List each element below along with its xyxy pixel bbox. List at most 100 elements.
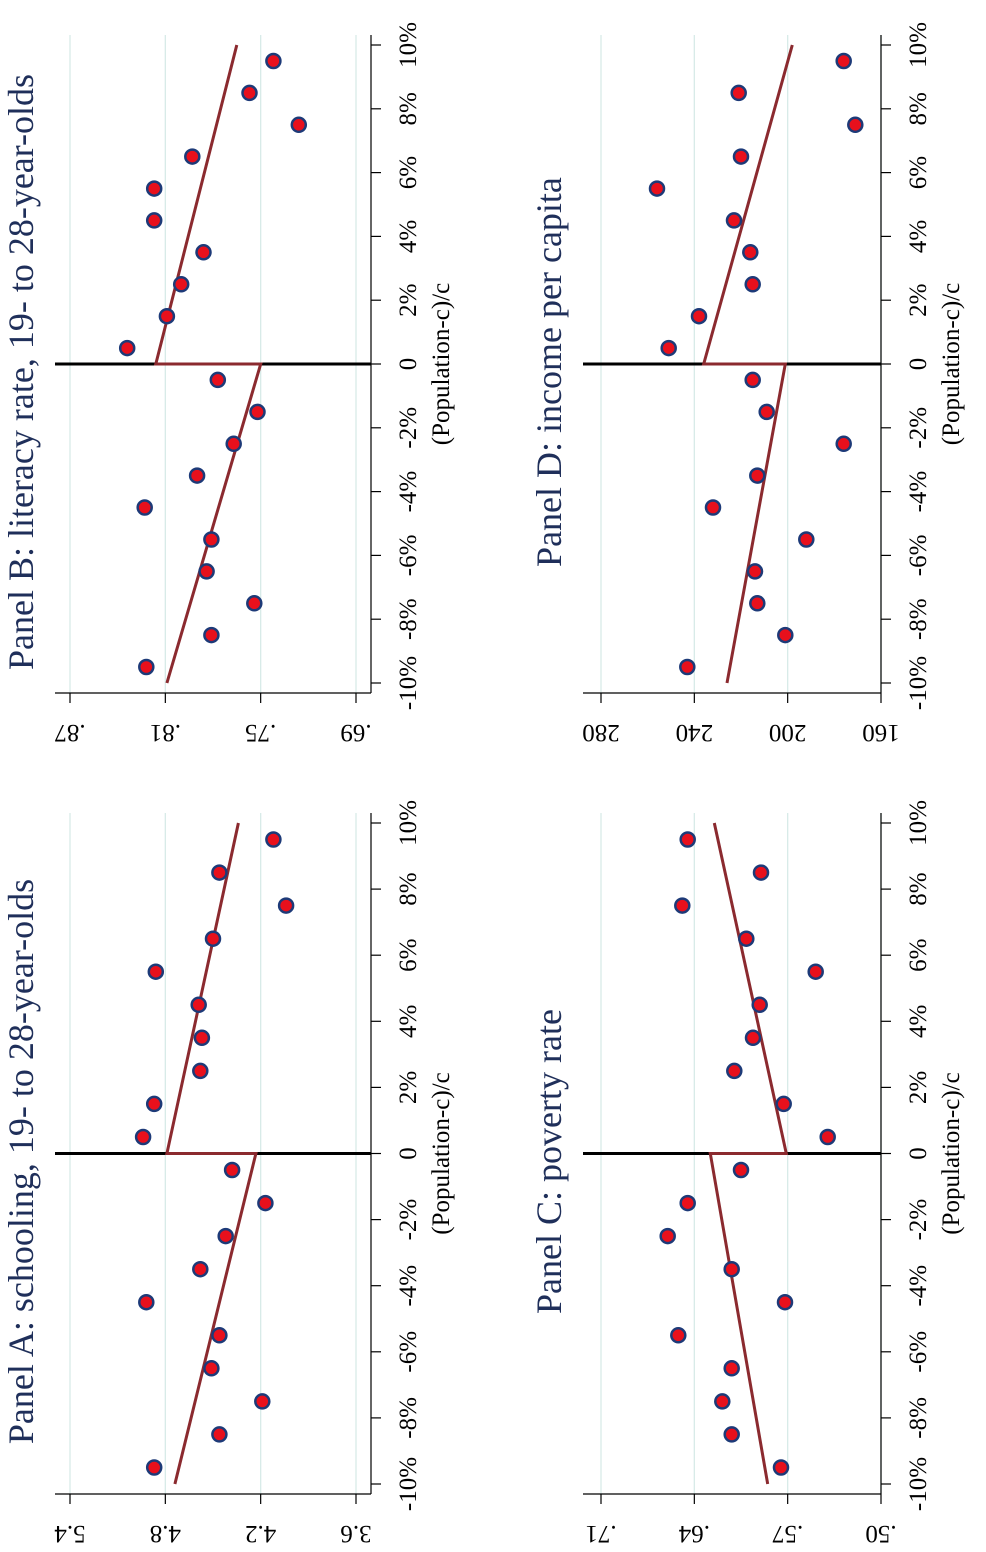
panel-c-data-point bbox=[723, 1260, 740, 1278]
panel-a-x-tick-label: -4% bbox=[395, 1265, 422, 1307]
panel-a-x-tick-label: 10% bbox=[395, 800, 422, 846]
panel-a-x-tick-label: -2% bbox=[395, 1199, 422, 1241]
panel-d-x-tick-label: -6% bbox=[905, 535, 932, 577]
panel-c-x-tick-label: -4% bbox=[905, 1265, 932, 1307]
panel-d-x-tick-label: 6% bbox=[905, 156, 932, 189]
panel-b-data-point bbox=[241, 84, 258, 102]
panel-c-x-tick-label: 0 bbox=[905, 1147, 932, 1160]
panel-b-x-tick-label: 10% bbox=[395, 22, 422, 68]
panel-a-title: Panel A: schooling, 19- to 28-year-olds bbox=[1, 879, 41, 1444]
panel-d-data-point bbox=[732, 148, 750, 165]
panel-d-x-tick-label: -8% bbox=[905, 598, 932, 640]
panel-a-x-tick-label: -6% bbox=[395, 1331, 422, 1373]
panel-c-x-axis-title: (Population-c)/c bbox=[938, 1072, 965, 1234]
panel-a: 3.6 4.2 4.8 5.4 -10% -8% -6% -4% -2% 0 2% 4% 6% 8% 10%… bbox=[1, 800, 455, 1547]
panel-b-data-point bbox=[145, 212, 163, 229]
panel-d-data-point bbox=[744, 276, 761, 293]
panel-a-value-tick-label: 3.6 bbox=[340, 1520, 371, 1547]
panel-c-data-point bbox=[723, 1360, 740, 1377]
panel-d-x-tick-label: 0 bbox=[905, 358, 932, 371]
panel-c-value-tick-label: .71 bbox=[585, 1520, 616, 1547]
panel-b-data-point bbox=[138, 658, 155, 676]
panel-c-data-point bbox=[819, 1128, 836, 1146]
panel-b-value-tick-label: .87 bbox=[54, 719, 85, 746]
panel-a-x-tick-label: 8% bbox=[395, 872, 422, 905]
panel-c-value-tick-label: .64 bbox=[678, 1520, 710, 1547]
panel-d-data-point bbox=[725, 212, 743, 229]
panel-d-title: Panel D: income per capita bbox=[529, 177, 569, 567]
panel-c-x-tick-label: -8% bbox=[905, 1397, 932, 1439]
panel-b-x-tick-label: 8% bbox=[395, 92, 422, 125]
panel-a-data-point bbox=[134, 1128, 152, 1146]
panel-a-value-tick-label: 5.4 bbox=[54, 1520, 86, 1547]
panel-a-data-point bbox=[254, 1393, 271, 1410]
panel-b-data-point bbox=[195, 244, 212, 261]
panel-c-data-point bbox=[726, 1062, 743, 1080]
panel-d-data-point bbox=[847, 116, 864, 134]
panel-a-x-tick-label: 6% bbox=[395, 939, 422, 972]
panel-b-data-point bbox=[209, 371, 227, 389]
panel-d-data-point bbox=[704, 499, 722, 516]
panel-a-data-point bbox=[192, 1062, 209, 1080]
panel-b-x-tick-label: -8% bbox=[395, 598, 422, 640]
panel-c-data-point bbox=[751, 996, 768, 1014]
panel-a-data-point bbox=[145, 1459, 163, 1476]
panel-c: .50 .57 .64 .71 -10% -8% -6% -4% -2% 0 2% 4% 6% 8% 10%… bbox=[529, 800, 965, 1547]
panel-b-data-point bbox=[184, 148, 201, 165]
panel-b-data-point bbox=[136, 499, 153, 516]
panel-b-x-tick-label: -10% bbox=[395, 656, 422, 710]
panel-c-data-point bbox=[744, 1029, 762, 1047]
panel-c-data-point bbox=[772, 1459, 790, 1476]
panel-d-data-point bbox=[798, 531, 815, 548]
panel-c-data-point bbox=[732, 1161, 750, 1179]
panel-a-value-tick-label: 4.8 bbox=[150, 1520, 181, 1547]
panel-b-fit-line bbox=[153, 44, 263, 684]
panel-a-data-point bbox=[145, 1095, 163, 1113]
panel-b-data-point bbox=[225, 435, 242, 453]
panel-a-data-point bbox=[277, 897, 295, 914]
panel-c-x-tick-label: 10% bbox=[905, 800, 932, 846]
panel-c-title: Panel C: poverty rate bbox=[529, 1009, 569, 1314]
panel-c-data-point bbox=[738, 930, 755, 947]
panel-b-data-point bbox=[145, 180, 163, 197]
panel-c-data-point bbox=[807, 963, 824, 980]
panel-a-data-point bbox=[203, 1360, 220, 1377]
panel-b-value-tick-label: .75 bbox=[245, 719, 276, 746]
panel-c-data-point bbox=[679, 1194, 696, 1212]
panel-b-data-point bbox=[249, 403, 266, 421]
panel-d-x-tick-label: 8% bbox=[905, 92, 932, 125]
panel-b-x-tick-label: 0 bbox=[395, 358, 422, 371]
panel-c-x-tick-label: 4% bbox=[905, 1005, 932, 1038]
panel-a-data-point bbox=[192, 1260, 209, 1278]
panel-d-data-point bbox=[679, 658, 696, 676]
panel-a-data-point bbox=[211, 864, 228, 881]
panel-d-x-tick-label: 2% bbox=[905, 284, 932, 317]
panel-b-data-point bbox=[172, 276, 190, 293]
panel-d-x-tick-label: 4% bbox=[905, 220, 932, 253]
panel-b-x-tick-label: 4% bbox=[395, 220, 422, 253]
panel-b-x-axis-title: (Population-c)/c bbox=[428, 283, 455, 445]
panel-c-x-tick-label: 2% bbox=[905, 1071, 932, 1104]
panel-a-data-point bbox=[211, 1327, 228, 1344]
panel-d-fit-line bbox=[701, 44, 794, 684]
panel-c-data-point bbox=[679, 831, 696, 848]
panel-a-value-tick-label: 4.2 bbox=[245, 1520, 276, 1547]
panel-d-value-tick-label: 240 bbox=[676, 719, 714, 746]
panel-b-data-point bbox=[188, 467, 206, 484]
panel-b-x-tick-label: 2% bbox=[395, 284, 422, 317]
panel-a-data-point bbox=[223, 1161, 241, 1179]
panel-c-data-point bbox=[752, 864, 770, 881]
panel-b: .69 .75 .81 .87 -10% -8% -6% -4% -2% 0 2% 4% 6% 8% 10%… bbox=[1, 22, 455, 746]
panel-a-fit-line bbox=[165, 822, 258, 1485]
panel-b-data-point bbox=[198, 563, 215, 580]
panel-d-data-point bbox=[749, 595, 766, 612]
panel-c-data-point bbox=[674, 897, 691, 914]
panel-d-data-point bbox=[660, 339, 677, 357]
panel-b-data-point bbox=[290, 116, 308, 134]
panel-a-data-point bbox=[257, 1194, 274, 1212]
panel-c-data-point bbox=[775, 1095, 792, 1113]
panel-a-data-point bbox=[217, 1227, 234, 1245]
panel-a-x-tick-label: 2% bbox=[395, 1071, 422, 1104]
panel-d-data-point bbox=[777, 626, 794, 644]
